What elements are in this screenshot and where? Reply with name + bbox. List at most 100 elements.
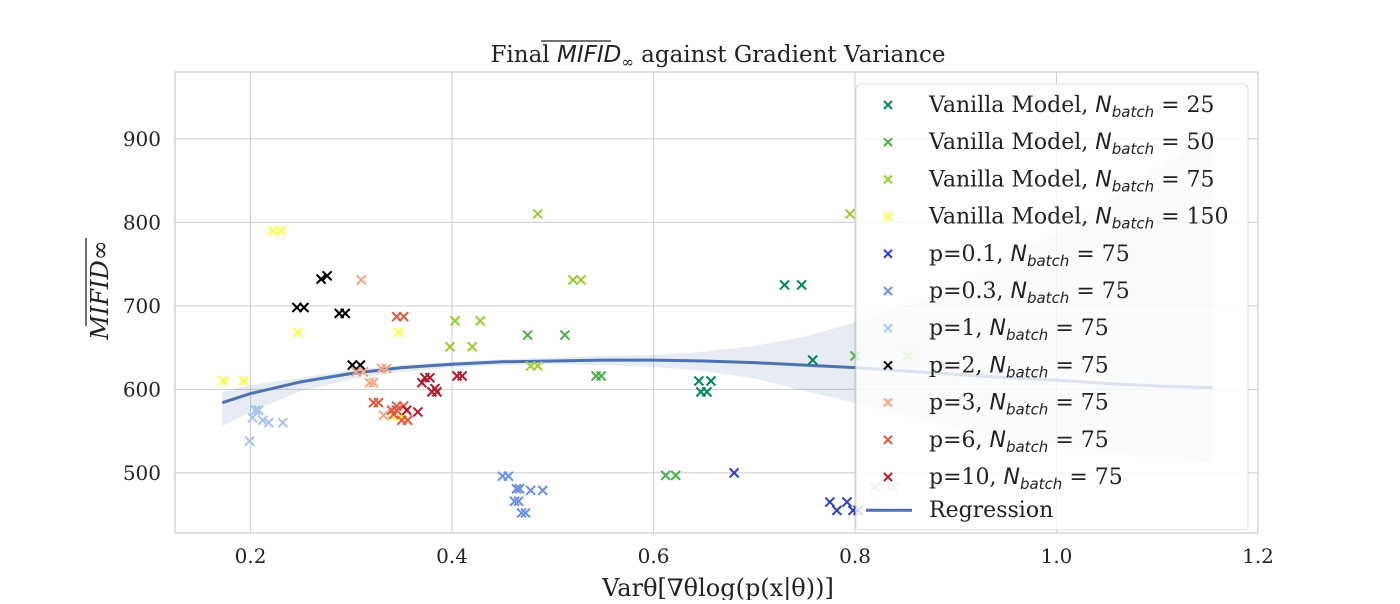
y-tick-label: 500 [123,461,161,485]
data-point-marker [424,372,436,383]
legend-marker [883,100,893,110]
data-point-marker [824,496,836,508]
legend-label: p=0.3, Nbatch = 75 [929,279,1130,307]
legend-label: Vanilla Model, Nbatch = 150 [928,205,1229,233]
data-point-marker [298,302,310,313]
legend: Vanilla Model, Nbatch = 25 Vanilla Model,… [855,83,1249,531]
data-point-marker [347,359,358,371]
data-point-marker [275,225,286,236]
data-point-marker [456,370,468,382]
data-point-marker [516,507,527,519]
data-point-marker [247,412,258,423]
legend-label: p=1, Nbatch = 75 [929,316,1109,344]
data-point-marker [841,496,853,508]
data-point-marker [831,505,843,516]
legend-items: Vanilla Model, Nbatch = 25 Vanilla Model,… [866,93,1229,523]
axes-frame [174,71,1259,534]
data-point-marker [693,375,705,387]
x-tick-label: 0.6 [638,544,670,568]
data-point-marker [401,405,412,416]
x-tick-label: 0.8 [839,544,871,568]
data-point-marker [660,470,671,481]
data-point-marker [218,375,229,387]
legend-marker [883,137,893,147]
data-point-marker [844,208,856,220]
data-point-marker [779,279,790,291]
data-point-marker [595,370,607,382]
data-point-marker [358,366,369,378]
legend-box [855,83,1249,531]
data-points-layer [218,208,913,519]
title-suffix: against Gradient Variance [634,42,946,68]
data-point-marker [277,417,289,428]
title-prefix: Final [490,42,557,68]
data-point-marker [444,341,456,352]
legend-label: p=6, Nbatch = 75 [929,428,1109,456]
data-point-marker [263,417,274,428]
data-point-marker [520,507,531,519]
legend-label: p=10, Nbatch = 75 [929,465,1123,493]
x-tick-label: 0.2 [235,544,267,568]
data-point-marker [244,435,255,447]
legend-marker [883,249,893,259]
data-point-marker [315,273,327,285]
data-point-marker [412,406,424,418]
data-point-marker [267,225,278,236]
legend-marker [883,472,893,482]
data-point-marker [567,274,579,286]
y-axis-label-group: MIFID∞ [86,240,114,340]
data-point-marker [575,274,587,286]
data-point-marker [388,409,399,420]
chart-title: Final MIFID∞ against Gradient Variance [490,42,945,71]
legend-label: p=2, Nbatch = 75 [929,353,1109,381]
data-point-marker [796,279,807,291]
data-point-marker [250,405,261,416]
x-tick-label: 1.2 [1242,544,1274,568]
data-point-marker [728,467,740,479]
legend-label: Vanilla Model, Nbatch = 25 [928,93,1215,121]
legend-label: p=0.1, Nbatch = 75 [929,242,1130,270]
legend-marker [883,360,893,371]
data-point-marker [238,375,249,387]
data-point-marker [416,377,428,388]
data-point-marker [292,327,304,338]
tick-labels-layer: 0.2 0.4 0.6 0.8 1.0 1.2 500 600 700 800 900 [123,127,1274,568]
legend-marker [883,286,893,296]
data-point-marker [426,386,438,398]
data-point-marker [532,208,543,220]
legend-label: Vanilla Model, Nbatch = 50 [928,130,1215,158]
y-tick-label: 800 [123,210,161,234]
title-main: MIFID [557,42,621,68]
x-tick-label: 0.4 [436,544,468,568]
data-point-marker [321,270,333,281]
data-point-marker [393,327,404,338]
data-point-marker [522,329,533,341]
y-axis-label: MIFID∞ [86,240,114,340]
data-point-marker [381,363,392,374]
data-point-marker [807,354,818,366]
data-point-marker [368,377,379,388]
data-point-marker [364,377,375,388]
x-axis-label: Varθ[∇θlog(p(x|θ))] [601,574,834,600]
legend-label: Vanilla Model, Nbatch = 75 [928,167,1215,195]
legend-marker [883,174,893,185]
y-tick-label: 600 [123,377,161,401]
data-point-marker [340,308,351,319]
data-point-marker [449,315,461,327]
data-point-marker [253,405,264,416]
data-point-marker [373,397,384,408]
data-point-marker [466,341,478,352]
legend-marker [883,211,893,222]
title-subscript: ∞ [621,53,634,71]
y-tick-label: 900 [123,127,161,151]
data-point-marker [559,329,571,341]
legend-marker [883,397,893,408]
data-point-marker [402,415,413,426]
legend-label: p=3, Nbatch = 75 [929,391,1109,419]
legend-label: Regression [929,498,1053,523]
data-point-marker [514,483,525,494]
data-point-marker [511,483,522,494]
data-point-marker [257,415,268,426]
